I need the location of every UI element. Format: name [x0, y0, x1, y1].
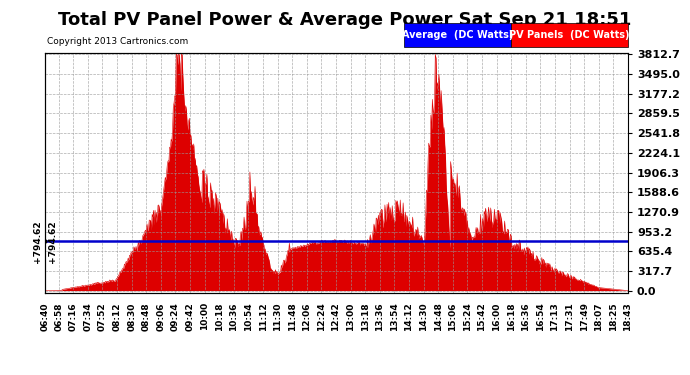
Text: Average  (DC Watts): Average (DC Watts) [402, 30, 513, 40]
Text: Copyright 2013 Cartronics.com: Copyright 2013 Cartronics.com [47, 38, 188, 46]
Text: PV Panels  (DC Watts): PV Panels (DC Watts) [509, 30, 630, 40]
Text: Total PV Panel Power & Average Power Sat Sep 21 18:51: Total PV Panel Power & Average Power Sat… [59, 11, 631, 29]
Text: +794.62: +794.62 [48, 220, 57, 263]
Text: +794.62: +794.62 [33, 220, 42, 263]
